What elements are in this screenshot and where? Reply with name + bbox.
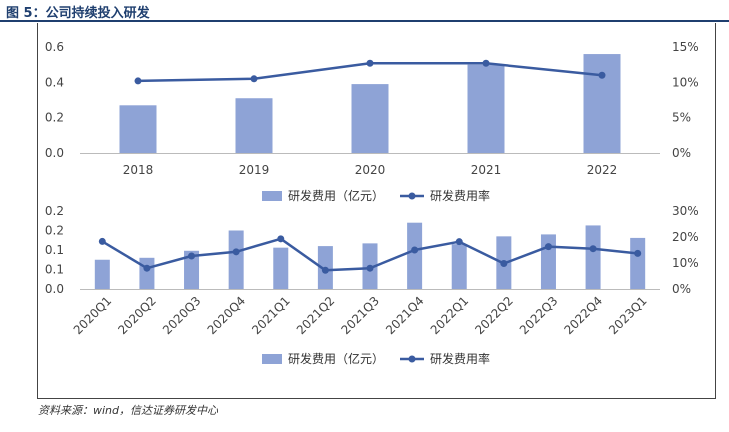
quarterly-bar-2020Q3 [184, 250, 200, 289]
quarterly-rate-point-2023Q1 [634, 249, 642, 257]
annual-legend-bar-swatch [262, 191, 282, 201]
quarterly-legend-line-label: 研发费用率 [430, 351, 490, 366]
quarterly-rate-point-2020Q4 [232, 248, 240, 256]
quarterly-right-tick-label: 20% [672, 230, 699, 244]
annual-left-tick-label: 0.4 [45, 75, 64, 89]
quarterly-category-label: 2021Q2 [294, 294, 338, 338]
quarterly-legend-bar-label: 研发费用（亿元） [288, 351, 384, 366]
annual-legend-line-label: 研发费用率 [430, 188, 490, 203]
quarterly-rate-point-2021Q1 [277, 235, 285, 243]
annual-bar-2019 [235, 98, 273, 153]
quarterly-rate-point-2022Q1 [455, 238, 463, 246]
annual-legend-line-marker [408, 192, 416, 200]
quarterly-category-label: 2020Q4 [205, 294, 249, 338]
annual-bar-2022 [583, 54, 621, 153]
annual-right-tick-label: 5% [672, 111, 691, 125]
quarterly-category-label: 2022Q3 [517, 294, 561, 338]
annual-bar-2018 [119, 105, 157, 153]
quarterly-bar-2022Q4 [585, 225, 601, 289]
quarterly-category-label: 2023Q1 [606, 294, 650, 338]
quarterly-left-tick-label: 0.2 [45, 204, 64, 218]
quarterly-category-label: 2020Q2 [115, 294, 159, 338]
annual-rate-point-2018 [134, 77, 142, 85]
annual-category-label: 2020 [355, 163, 386, 177]
annual-category-label: 2019 [239, 163, 270, 177]
annual-category-label: 2021 [471, 163, 502, 177]
quarterly-bar-2020Q4 [228, 230, 244, 289]
annual-left-tick-label: 0.6 [45, 40, 64, 54]
quarterly-category-label: 2021Q1 [249, 294, 293, 338]
annual-rate-point-2019 [250, 75, 258, 83]
annual-category-label: 2018 [123, 163, 154, 177]
title-rule [0, 20, 729, 22]
quarterly-left-tick-label: 0.1 [45, 243, 64, 257]
quarterly-rate-point-2021Q2 [321, 266, 329, 274]
annual-rate-point-2022 [598, 71, 606, 79]
quarterly-rd-chart: 0.00.10.10.20.20%10%20%30%2020Q1 2020Q2 20… [45, 204, 699, 366]
annual-bar-2021 [467, 64, 505, 153]
annual-category-label: 2022 [587, 163, 618, 177]
annual-rate-point-2020 [366, 59, 374, 67]
annual-right-tick-label: 0% [672, 146, 691, 160]
quarterly-rate-point-2021Q4 [411, 246, 419, 254]
annual-right-tick-label: 10% [672, 75, 699, 89]
quarterly-left-tick-label: 0.0 [45, 282, 64, 296]
quarterly-left-tick-label: 0.1 [45, 263, 64, 277]
quarterly-bar-2022Q1 [451, 244, 467, 289]
quarterly-category-label: 2020Q3 [160, 294, 204, 338]
quarterly-right-tick-label: 10% [672, 256, 699, 270]
quarterly-rate-point-2022Q4 [589, 245, 597, 253]
quarterly-right-tick-label: 0% [672, 282, 691, 296]
quarterly-bar-2020Q1 [94, 259, 110, 289]
quarterly-rate-point-2020Q2 [143, 264, 151, 272]
quarterly-rate-point-2021Q3 [366, 264, 374, 272]
quarterly-legend-line-marker [408, 355, 416, 363]
quarterly-legend-bar-swatch [262, 354, 282, 364]
annual-left-tick-label: 0.0 [45, 146, 64, 160]
annual-legend-bar-label: 研发费用（亿元） [288, 188, 384, 203]
quarterly-rate-point-2022Q2 [500, 260, 508, 268]
annual-right-tick-label: 15% [672, 40, 699, 54]
quarterly-category-label: 2021Q4 [383, 294, 427, 338]
quarterly-rate-point-2020Q3 [188, 252, 196, 260]
quarterly-bar-2022Q3 [540, 234, 556, 289]
quarterly-rate-point-2020Q1 [98, 237, 106, 245]
quarterly-category-label: 2022Q2 [472, 294, 516, 338]
quarterly-category-label: 2022Q4 [562, 294, 606, 338]
quarterly-bar-2020Q2 [139, 257, 155, 289]
quarterly-category-label: 2022Q1 [428, 294, 472, 338]
quarterly-category-label: 2020Q1 [71, 294, 115, 338]
annual-left-tick-label: 0.2 [45, 111, 64, 125]
quarterly-rate-point-2022Q3 [544, 243, 552, 251]
annual-bar-2020 [351, 84, 389, 153]
quarterly-bar-2023Q1 [630, 237, 646, 289]
quarterly-right-tick-label: 30% [672, 204, 699, 218]
annual-rd-chart: 0.0 0.2 0.4 0.6 0% 5% 10% 15% 2018 2019 2020 2021 20… [45, 40, 699, 203]
source-note: 资料来源：wind，信达证券研发中心 [38, 404, 219, 417]
quarterly-bar-2021Q1 [273, 247, 289, 289]
figure-title: 图 5：公司持续投入研发 [6, 6, 150, 21]
quarterly-left-tick-label: 0.2 [45, 224, 64, 238]
annual-rate-point-2021 [482, 59, 490, 67]
quarterly-bar-2021Q4 [407, 222, 423, 289]
quarterly-category-label: 2021Q3 [338, 294, 382, 338]
